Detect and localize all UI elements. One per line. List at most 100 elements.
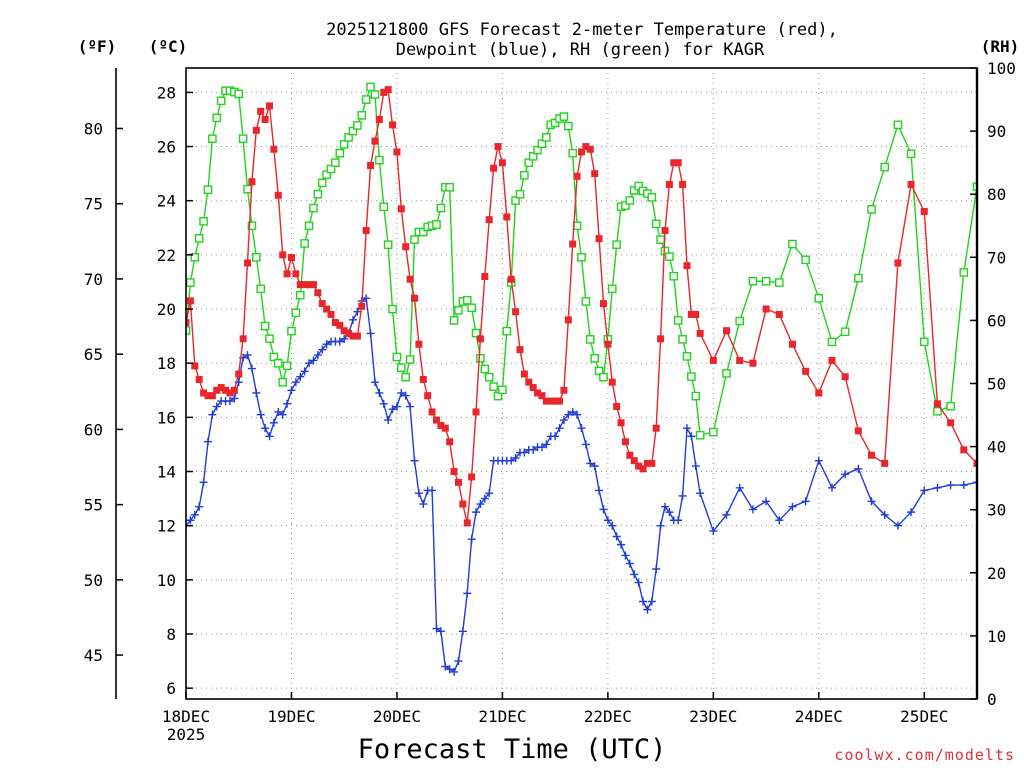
dewpoint-series [186,294,977,676]
temperature-point [635,462,643,470]
temperature-point [621,438,629,446]
dewpoint-point [230,394,239,403]
rh-point [216,96,226,106]
dewpoint-point [893,521,902,530]
dewpoint-point [450,667,459,676]
temperature-point [415,340,423,348]
dewpoint-point [867,497,876,506]
temperature-point [723,327,731,335]
dewpoint-point [274,407,283,416]
temperature-point [520,370,528,378]
rh-point [585,335,595,344]
rh-point [621,201,630,210]
rh-tick-label: 90 [987,122,1006,141]
dewpoint-point [203,437,212,446]
temperature-point [468,473,476,481]
dewpoint-point [401,391,410,400]
temperature-point [604,340,612,348]
rh-point [287,326,296,336]
rh-tick-label: 40 [987,438,1006,457]
celsius-tick-label: 10 [157,571,176,590]
rh-point [682,352,692,361]
dewpoint-point [379,399,388,408]
rh-point [304,221,314,231]
temperature-point [327,310,335,318]
rh-tick-label: 60 [987,311,1006,330]
dewpoint-point [309,356,318,365]
temperature-point [380,88,388,96]
dewpoint-point [406,402,415,411]
dewpoint-point [907,508,916,517]
rh-point [656,235,665,244]
fahrenheit-axis-ticks: 45 50 55 60 65 70 75 80 [84,119,123,665]
fahrenheit-tick-label: 70 [84,270,103,289]
temperature-point [424,392,432,400]
time-tick-label: 18DEC [162,707,210,726]
rh-point [788,239,797,249]
dewpoint-point [366,329,375,338]
credit-link[interactable]: coolwx.com/modelts [834,746,1015,764]
chart-title-line-2: Dewpoint (blue), RH (green) for KAGR [396,40,765,60]
celsius-tick-label: 26 [157,138,176,157]
celsius-tick-label: 16 [157,408,176,427]
rh-tick-label: 50 [987,375,1006,394]
temperature-point [340,327,348,335]
dewpoint-point [305,359,314,368]
rh-point [295,290,305,300]
temperature-point [454,478,462,486]
dewpoint-point [678,491,687,500]
rh-point [243,184,252,194]
dewpoint-point [300,367,309,376]
temperature-point [265,102,273,110]
dewpoint-point [186,516,195,525]
dewpoint-point [537,443,546,452]
dewpoint-point [599,505,608,514]
temperature-point [406,275,414,283]
rh-point [695,430,705,440]
rh-point [190,252,200,262]
temperature-point [516,346,524,354]
rh-point [208,134,217,143]
fahrenheit-tick-label: 45 [84,646,103,665]
dewpoint-point [392,402,401,411]
temperature-point [437,421,445,429]
rh-point [419,227,428,237]
rh-point [432,220,441,229]
rh-point [331,158,340,167]
temperature-point [222,386,230,394]
dewpoint-point [639,597,648,606]
rh-series [186,82,977,440]
dewpoint-point [595,486,604,495]
dewpoint-point [630,570,639,579]
dewpoint-point [696,489,705,498]
dewpoint-point [656,521,665,530]
rh-point [489,382,498,391]
rh-tick-label: 30 [987,501,1006,520]
dewpoint-point [190,510,199,519]
rh-point [581,297,591,306]
rh-point [687,372,696,381]
dewpoint-point [507,456,516,465]
dewpoint-point [691,462,700,471]
rh-point [559,112,569,121]
rh-point [401,372,411,382]
rh-point [309,203,318,213]
dewpoint-point [559,416,568,425]
celsius-tick-label: 12 [157,517,176,536]
dewpoint-point [375,388,384,397]
dewpoint-point [428,486,437,495]
temperature-point [375,115,383,123]
dewpoint-point [814,456,823,465]
temperature-point [217,384,225,392]
rh-point [273,359,283,368]
rh-point [454,306,463,315]
rh-point [533,145,542,155]
rh-tick-label: 10 [987,627,1006,646]
temperature-point [195,375,203,383]
rh-point [361,95,371,104]
rh-point [893,120,903,130]
rh-unit-label: (RH) [981,37,1020,56]
rh-point [629,186,639,195]
temperature-point [208,392,216,400]
temperature-point [907,180,915,188]
